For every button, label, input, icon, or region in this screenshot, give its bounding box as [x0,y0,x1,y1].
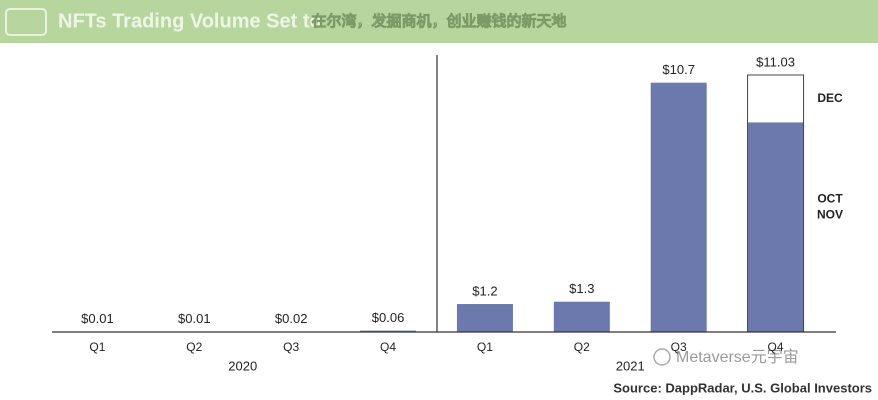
x-tick-label: Q3 [283,340,299,354]
value-label: $1.2 [472,283,497,298]
bar [553,301,610,332]
value-label: $10.7 [662,62,695,77]
group-label: 2021 [616,358,645,373]
segment-label: OCT [817,191,843,205]
x-tick-label: Q3 [671,340,687,354]
bar [456,304,513,332]
x-tick-label: Q4 [380,340,396,354]
x-tick-label: Q1 [477,340,493,354]
x-tick-label: Q4 [768,340,784,354]
chart-title: NFTs Trading Volume Set to [58,10,322,32]
value-label: $0.01 [81,311,114,326]
overlay-caption: 在尔湾，发掘商机，创业赚钱的新天地 [311,12,566,30]
source: Source: DappRadar, U.S. Global Investors [613,380,872,395]
watermark: Metaverse元宇宙 [676,348,799,366]
value-label: $0.06 [372,310,405,325]
group-label: 2020 [228,358,257,373]
x-tick-label: Q1 [89,340,105,354]
value-label: $0.01 [178,311,211,326]
segment-label: DEC [817,91,843,105]
bar [360,330,417,332]
logo [5,8,47,36]
watermark-icon [653,348,671,366]
header-bar [0,0,878,43]
bar-segment [747,75,804,123]
segment-label: NOV [817,207,843,221]
value-label: $11.03 [756,54,795,69]
value-label: $0.02 [275,311,308,326]
x-tick-label: Q2 [574,340,590,354]
bar-segment [747,122,804,332]
value-label: $1.3 [569,281,594,296]
x-tick-label: Q2 [186,340,202,354]
bar [650,82,707,333]
